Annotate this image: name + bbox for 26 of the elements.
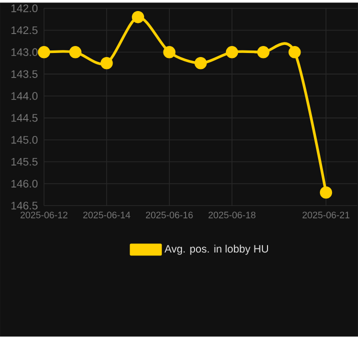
x-tick-label: 2025-06-21 xyxy=(302,212,350,218)
y-tick-label: 145.5 xyxy=(11,158,38,166)
point xyxy=(257,46,270,58)
point xyxy=(100,57,113,70)
y-tick-label: 142.5 xyxy=(11,26,38,34)
point xyxy=(132,11,144,24)
y-tick-label: 144.5 xyxy=(11,114,38,122)
x-tick-label: 2025-06-12 xyxy=(20,212,68,218)
point xyxy=(320,186,332,199)
y-tick-label: 146.5 xyxy=(11,202,38,210)
point xyxy=(163,46,176,58)
x-tick-label: 2025-06-16 xyxy=(146,212,193,218)
y-tick-label: 145.0 xyxy=(11,136,38,144)
legend-label: Avg. pos. in lobby HU xyxy=(164,244,268,255)
point xyxy=(288,46,301,58)
y-tick-label: 146.0 xyxy=(11,180,38,188)
y-tick-label: 144.0 xyxy=(11,92,38,100)
y-tick-label: 143.0 xyxy=(11,48,38,56)
y-tick-label: 143.5 xyxy=(11,70,38,78)
x-tick-label: 2025-06-18 xyxy=(208,212,256,218)
y-tick-label: 142.0 xyxy=(11,4,38,12)
x-tick-label: 2025-06-14 xyxy=(83,212,130,218)
point xyxy=(69,46,82,58)
point xyxy=(38,46,50,58)
point xyxy=(194,57,207,70)
point xyxy=(226,46,238,58)
